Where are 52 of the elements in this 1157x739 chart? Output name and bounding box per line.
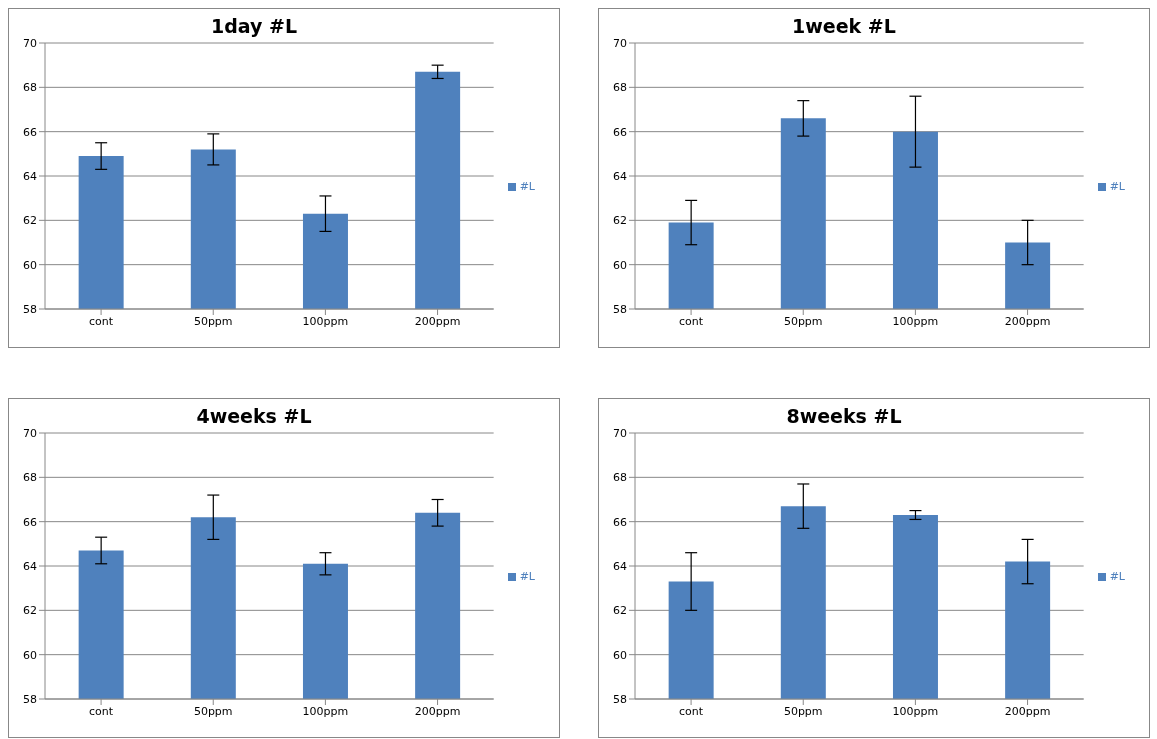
chart-title: 4weeks #L bbox=[195, 405, 313, 427]
x-tick-label: cont bbox=[89, 314, 114, 328]
y-tick-label: 62 bbox=[23, 604, 37, 618]
y-tick-label: 66 bbox=[23, 125, 37, 139]
legend-label: #L bbox=[1109, 569, 1125, 583]
y-tick-label: 60 bbox=[613, 648, 627, 662]
x-tick-label: 50ppm bbox=[783, 314, 823, 328]
y-tick-label: 66 bbox=[23, 515, 37, 529]
y-tick-label: 60 bbox=[613, 258, 627, 272]
y-tick-label: 58 bbox=[23, 302, 37, 316]
x-tick-label: cont bbox=[679, 704, 704, 718]
y-tick-label: 58 bbox=[613, 302, 627, 316]
y-tick-label: 70 bbox=[613, 426, 627, 440]
x-tick-label: 200ppm bbox=[414, 704, 461, 718]
y-tick-label: 64 bbox=[23, 559, 37, 573]
x-tick-label: 100ppm bbox=[892, 704, 939, 718]
y-tick-label: 62 bbox=[613, 214, 627, 228]
y-tick-label: 62 bbox=[23, 214, 37, 228]
y-tick-label: 64 bbox=[23, 169, 37, 183]
y-tick-label: 58 bbox=[23, 692, 37, 706]
y-tick-label: 60 bbox=[23, 258, 37, 272]
y-tick-label: 60 bbox=[23, 648, 37, 662]
y-tick-label: 68 bbox=[613, 471, 627, 485]
x-tick-label: cont bbox=[679, 314, 704, 328]
y-tick-label: 68 bbox=[613, 81, 627, 95]
x-tick-label: cont bbox=[89, 704, 114, 718]
x-tick-label: 100ppm bbox=[302, 704, 349, 718]
legend-label: #L bbox=[1109, 179, 1125, 193]
y-tick-label: 64 bbox=[613, 559, 627, 573]
x-tick-label: 100ppm bbox=[892, 314, 939, 328]
chart-title: 1week #L bbox=[791, 15, 897, 37]
y-tick-label: 70 bbox=[613, 36, 627, 50]
x-tick-label: 200ppm bbox=[1004, 704, 1051, 718]
y-tick-label: 66 bbox=[613, 515, 627, 529]
y-tick-label: 70 bbox=[23, 426, 37, 440]
x-tick-label: 50ppm bbox=[193, 704, 233, 718]
chart-title: 1day #L bbox=[209, 15, 299, 37]
legend-label: #L bbox=[519, 569, 535, 583]
y-tick-label: 68 bbox=[23, 81, 37, 95]
y-tick-label: 70 bbox=[23, 36, 37, 50]
x-tick-label: 50ppm bbox=[783, 704, 823, 718]
x-tick-label: 100ppm bbox=[302, 314, 349, 328]
y-tick-label: 68 bbox=[23, 471, 37, 485]
chart-title: 8weeks #L bbox=[785, 405, 903, 427]
x-tick-label: 50ppm bbox=[193, 314, 233, 328]
legend-label: #L bbox=[519, 179, 535, 193]
y-tick-label: 66 bbox=[613, 125, 627, 139]
y-tick-label: 64 bbox=[613, 169, 627, 183]
y-tick-label: 58 bbox=[613, 692, 627, 706]
x-tick-label: 200ppm bbox=[414, 314, 461, 328]
y-tick-label: 62 bbox=[613, 604, 627, 618]
x-tick-label: 200ppm bbox=[1004, 314, 1051, 328]
